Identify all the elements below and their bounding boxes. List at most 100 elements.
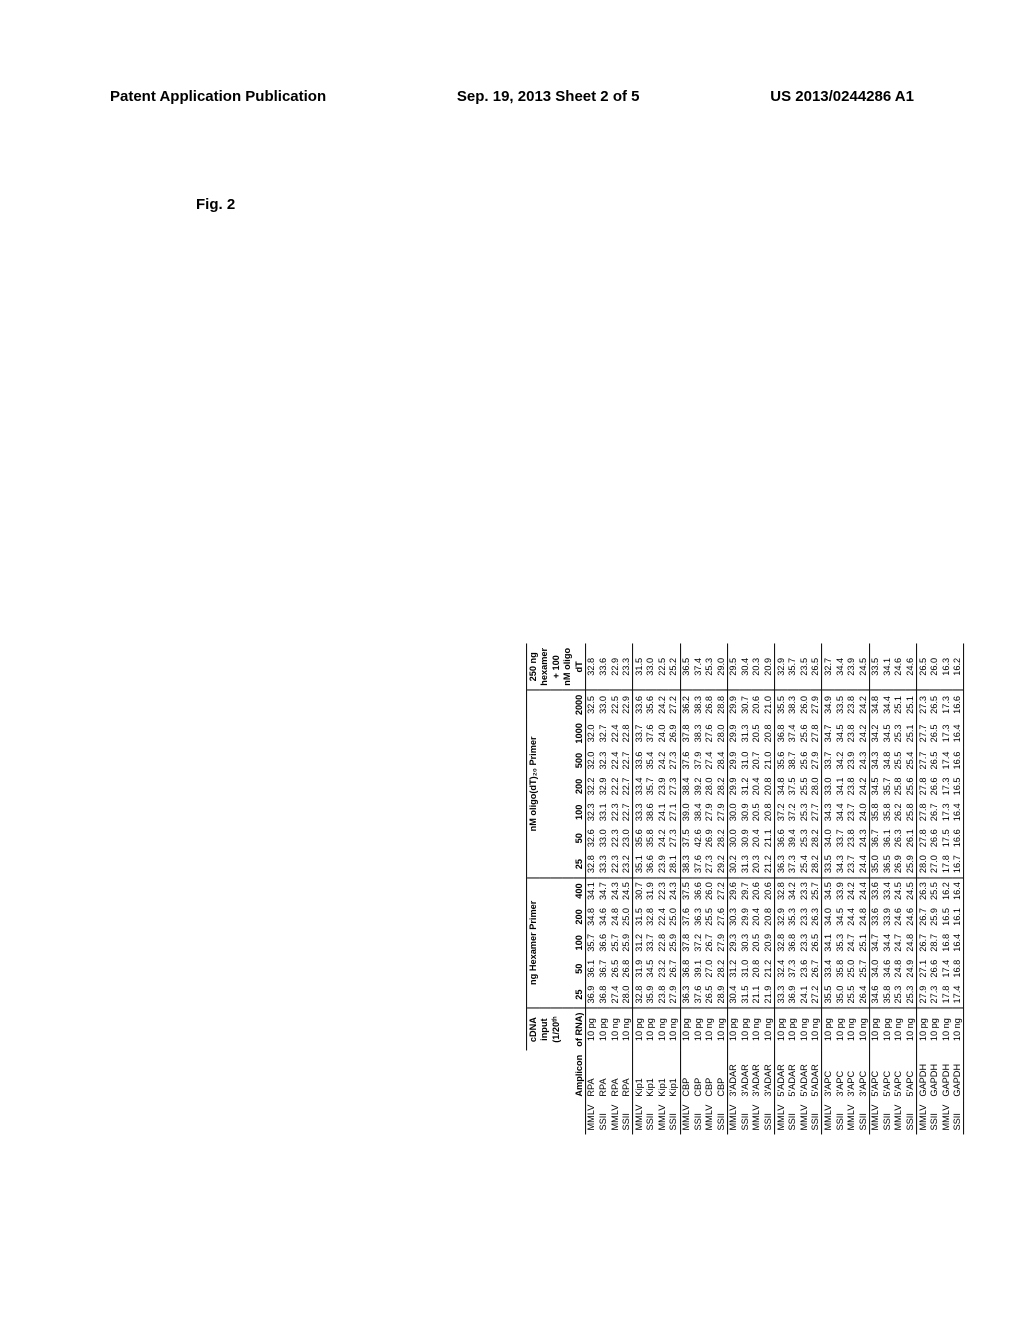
- table-cell: MMLV: [585, 1101, 597, 1135]
- table-cell: 10 pg: [645, 1008, 657, 1051]
- oligo-col-1: 50: [573, 825, 585, 851]
- table-cell: 26.8: [704, 690, 716, 719]
- table-cell: 35.8: [869, 799, 881, 825]
- table-row: SSIIRPA10 pg36.836.736.634.634.733.333.0…: [598, 644, 610, 1135]
- table-cell: MMLV: [727, 1101, 739, 1135]
- table-cell: 23.9: [656, 851, 668, 877]
- table-cell: 32.2: [585, 774, 597, 800]
- table-cell: 3'ADAR: [727, 1051, 739, 1101]
- table-cell: 26.7: [917, 930, 929, 956]
- table-cell: 27.2: [715, 878, 727, 904]
- table-cell: 33.0: [598, 690, 610, 719]
- table-cell: 30.7: [633, 878, 645, 904]
- table-cell: 20.9: [763, 930, 775, 956]
- table-cell: 17.4: [952, 982, 964, 1008]
- table-cell: 37.9: [692, 748, 704, 774]
- table-cell: 33.6: [633, 690, 645, 719]
- enzyme-col-header: [573, 1101, 585, 1135]
- table-cell: 24.3: [857, 748, 869, 774]
- table-cell: 30.7: [739, 690, 751, 719]
- table-cell: 35.6: [775, 748, 787, 774]
- table-cell: 29.9: [727, 748, 739, 774]
- table-row: MMLVGAPDH10 ng17.817.416.816.516.217.817…: [940, 644, 952, 1135]
- table-cell: 16.7: [952, 851, 964, 877]
- table-cell: 27.6: [704, 719, 716, 747]
- table-cell: 26.0: [798, 690, 810, 719]
- table-cell: 26.5: [810, 644, 822, 690]
- table-cell: 36.8: [598, 982, 610, 1008]
- table-cell: 35.9: [645, 982, 657, 1008]
- table-cell: 33.9: [881, 904, 893, 930]
- table-cell: 36.2: [680, 690, 692, 719]
- table-row: MMLVRPA10 pg36.936.135.734.834.132.832.6…: [585, 644, 597, 1135]
- table-cell: 21.1: [751, 982, 763, 1008]
- table-cell: 24.1: [798, 982, 810, 1008]
- table-cell: 26.3: [810, 904, 822, 930]
- table-cell: 10 ng: [621, 1008, 633, 1051]
- table-cell: 25.3: [798, 799, 810, 825]
- table-cell: 27.4: [704, 748, 716, 774]
- table-cell: 34.4: [881, 930, 893, 956]
- table-cell: 33.1: [598, 799, 610, 825]
- table-cell: 39.0: [680, 799, 692, 825]
- table-cell: 23.8: [846, 719, 858, 747]
- table-cell: 22.4: [656, 904, 668, 930]
- table-row: SSII5'APC10 pg35.834.634.433.933.436.536…: [881, 644, 893, 1135]
- table-cell: 32.8: [585, 644, 597, 690]
- table-cell: 24.5: [905, 878, 917, 904]
- table-cell: 10 ng: [857, 1008, 869, 1051]
- table-header: cDNA ng Hexamer Primer nM oligo(dT)₂₀ Pr…: [527, 644, 586, 1135]
- table-cell: 24.2: [656, 748, 668, 774]
- table-cell: 20.8: [763, 799, 775, 825]
- table-cell: 37.5: [680, 825, 692, 851]
- table-cell: 36.6: [692, 878, 704, 904]
- table-cell: 34.1: [585, 878, 597, 904]
- table-cell: 33.3: [775, 982, 787, 1008]
- table-cell: 10 pg: [598, 1008, 610, 1051]
- table-cell: 37.6: [692, 851, 704, 877]
- table-cell: 34.6: [598, 904, 610, 930]
- table-cell: 20.9: [763, 644, 775, 690]
- table-cell: SSII: [905, 1101, 917, 1135]
- table-cell: 24.2: [656, 825, 668, 851]
- table-cell: 22.3: [656, 878, 668, 904]
- table-cell: 34.3: [822, 799, 834, 825]
- table-cell: MMLV: [680, 1101, 692, 1135]
- table-cell: 36.1: [585, 956, 597, 982]
- input-hdr-l2: input: [539, 1008, 551, 1051]
- table-cell: 26.5: [929, 719, 941, 747]
- table-cell: 36.7: [869, 825, 881, 851]
- table-cell: 34.7: [869, 930, 881, 956]
- combo-col: dT: [573, 644, 585, 690]
- table-cell: 25.1: [905, 690, 917, 719]
- table-cell: 22.9: [621, 690, 633, 719]
- table-cell: Kip1: [656, 1051, 668, 1101]
- table-cell: 24.5: [621, 878, 633, 904]
- table-cell: 35.3: [834, 930, 846, 956]
- table-cell: 26.9: [668, 719, 680, 747]
- table-cell: 25.9: [929, 904, 941, 930]
- table-cell: 38.3: [680, 851, 692, 877]
- table-cell: 28.0: [621, 982, 633, 1008]
- table-cell: 25.5: [798, 774, 810, 800]
- table-cell: 38.3: [692, 719, 704, 747]
- table-cell: MMLV: [609, 1101, 621, 1135]
- table-cell: 34.5: [834, 719, 846, 747]
- table-cell: 28.2: [810, 851, 822, 877]
- table-cell: 5'ADAR: [787, 1051, 799, 1101]
- table-cell: 28.0: [715, 719, 727, 747]
- table-cell: 22.5: [656, 644, 668, 690]
- table-cell: 32.9: [775, 904, 787, 930]
- table-cell: 34.6: [869, 982, 881, 1008]
- table-cell: 27.3: [917, 690, 929, 719]
- input-hdr-l4: of RNA): [573, 1008, 585, 1051]
- table-row: MMLVCBP10 ng26.527.026.725.526.027.326.9…: [704, 644, 716, 1135]
- table-cell: 30.0: [727, 825, 739, 851]
- table-cell: 20.8: [763, 719, 775, 747]
- table-cell: 34.1: [834, 774, 846, 800]
- table-cell: 20.8: [763, 904, 775, 930]
- table-cell: MMLV: [869, 1101, 881, 1135]
- table-cell: 37.2: [787, 799, 799, 825]
- table-cell: 36.6: [598, 930, 610, 956]
- table-cell: RPA: [598, 1051, 610, 1101]
